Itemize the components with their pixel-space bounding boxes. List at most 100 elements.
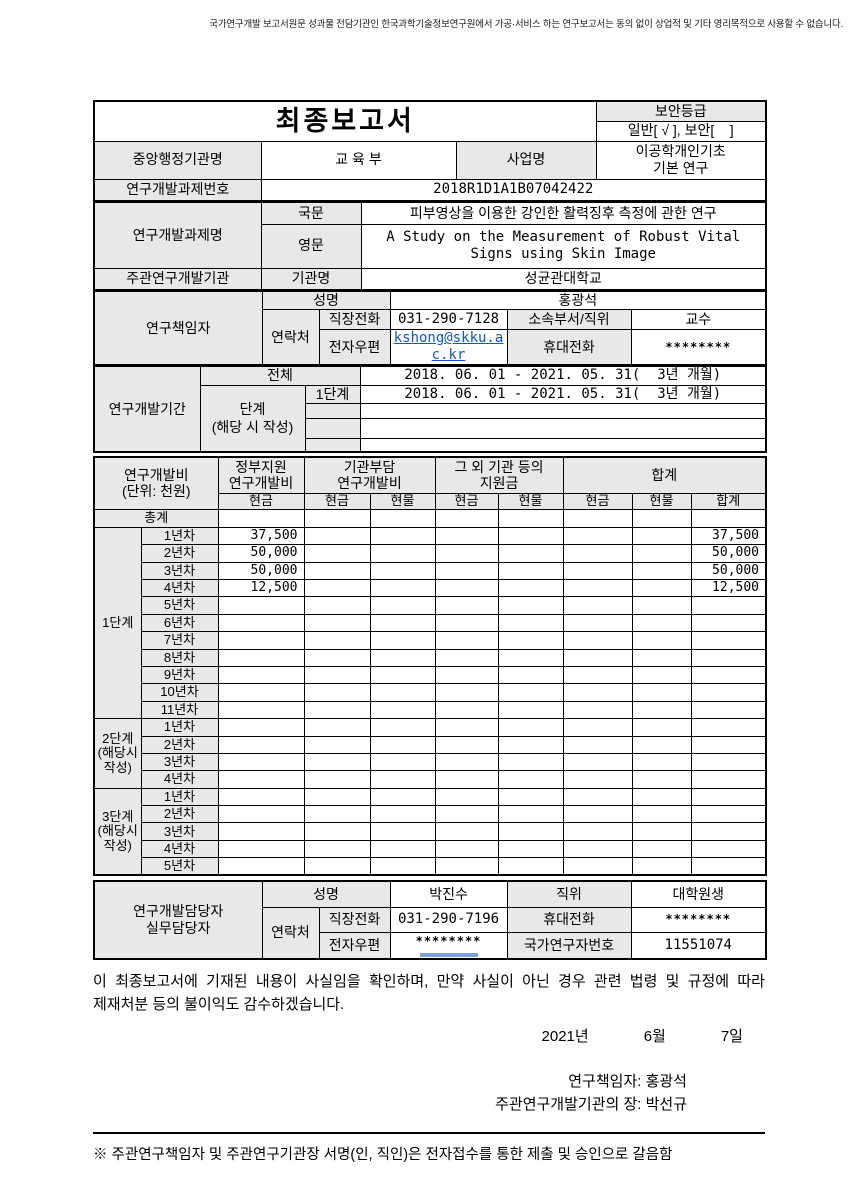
budget-value-cell bbox=[217, 752, 305, 772]
declaration-date: 2021년 6월 7일 bbox=[93, 1025, 765, 1046]
budget-value-cell bbox=[434, 770, 499, 789]
pi-email-link[interactable]: kshong@skku.ac.kr bbox=[393, 330, 504, 364]
budget-value-cell bbox=[497, 648, 564, 667]
budget-value-cell bbox=[562, 787, 633, 807]
budget-value-cell bbox=[369, 526, 436, 546]
budget-value-cell bbox=[690, 787, 767, 807]
budget-value-cell: 50,000 bbox=[217, 544, 305, 563]
budget-value-cell bbox=[303, 857, 371, 876]
korean-title-label: 국문 bbox=[260, 201, 362, 225]
budget-value-cell bbox=[631, 735, 692, 754]
budget-value-cell: 37,500 bbox=[217, 526, 305, 546]
budget-value-cell bbox=[369, 578, 436, 598]
budget-value-cell bbox=[497, 839, 564, 859]
budget-value-cell bbox=[434, 631, 499, 650]
budget-grand-total-label: 총계 bbox=[93, 508, 219, 528]
period-stage-label: 단계 (해당 시 작성) bbox=[199, 384, 306, 453]
budget-value-cell bbox=[434, 544, 499, 563]
budget-value-cell bbox=[631, 561, 692, 580]
budget-year-row: 11년차 bbox=[94, 700, 767, 720]
budget-year-row: 10년차 bbox=[94, 683, 767, 702]
pi-contact-label: 연락처 bbox=[261, 309, 320, 366]
period-empty-value-cell bbox=[359, 437, 767, 453]
budget-year-label: 5년차 bbox=[140, 596, 219, 615]
org-name-label: 기관명 bbox=[260, 267, 362, 291]
english-title-value: A Study on the Measurement of Robust Vit… bbox=[360, 223, 767, 269]
budget-value-cell bbox=[303, 631, 371, 650]
budget-value-cell bbox=[631, 752, 692, 772]
budget-value-cell bbox=[434, 683, 499, 702]
date-day: 7일 bbox=[720, 1028, 743, 1046]
budget-year-row: 6년차 bbox=[94, 613, 767, 633]
budget-value-cell bbox=[434, 613, 499, 633]
date-year: 2021년 bbox=[541, 1028, 589, 1046]
staff-name-label: 성명 bbox=[261, 880, 391, 908]
budget-value-cell bbox=[562, 665, 633, 685]
budget-value-cell bbox=[690, 857, 767, 876]
budget-stage-label: 1단계 bbox=[93, 526, 142, 720]
budget-value-cell bbox=[690, 596, 767, 615]
pi-email-cell: kshong@skku.ac.kr bbox=[389, 329, 508, 366]
staff-label: 연구개발담당자 실무담당자 bbox=[93, 880, 263, 960]
budget-year-row: 8년차 bbox=[94, 648, 767, 667]
budget-grand-total-cell bbox=[369, 508, 436, 528]
budget-value-cell bbox=[497, 631, 564, 650]
pi-email-label: 전자우편 bbox=[318, 329, 391, 366]
pi-dept-label: 소속부서/직위 bbox=[506, 309, 632, 331]
budget-value-cell bbox=[631, 683, 692, 702]
budget-body: 1단계 1년차 37,500 37,500 2년차 50,000 50,000 3년차 50,0… bbox=[93, 526, 767, 876]
budget-value-cell bbox=[497, 665, 564, 685]
budget-value-cell bbox=[562, 631, 633, 650]
budget-value-cell bbox=[217, 839, 305, 859]
budget-value-cell bbox=[562, 700, 633, 720]
staff-name-value: 박진수 bbox=[389, 880, 508, 908]
period-total-label: 전체 bbox=[199, 365, 361, 386]
budget-year-label: 2년차 bbox=[140, 544, 219, 563]
budget-value-cell bbox=[562, 770, 633, 789]
budget-value-cell bbox=[303, 665, 371, 685]
budget-value-cell bbox=[434, 648, 499, 667]
period-empty-stage-cell bbox=[304, 417, 361, 439]
budget-value-cell bbox=[497, 561, 564, 580]
budget-grand-total-cell bbox=[562, 508, 633, 528]
budget-year-row: 3년차 bbox=[94, 752, 767, 772]
budget-value-cell bbox=[562, 683, 633, 702]
budget-year-label: 2년차 bbox=[140, 805, 219, 824]
budget-value-cell bbox=[497, 613, 564, 633]
budget-value-cell bbox=[497, 596, 564, 615]
budget-value-cell bbox=[631, 596, 692, 615]
budget-value-cell: 50,000 bbox=[690, 561, 767, 580]
budget-value-cell bbox=[369, 631, 436, 650]
staff-mobile-value: ******** bbox=[630, 906, 767, 933]
budget-value-cell bbox=[434, 822, 499, 841]
budget-year-row: 2년차 50,000 50,000 bbox=[94, 544, 767, 563]
pi-name-label: 성명 bbox=[261, 290, 391, 311]
period-empty-stage-cell bbox=[304, 437, 361, 453]
staff-email-label: 전자우편 bbox=[318, 931, 391, 960]
budget-value-cell bbox=[562, 718, 633, 737]
budget-grand-total-cell bbox=[497, 508, 564, 528]
budget-grand-total-cell bbox=[303, 508, 371, 528]
budget-sub-header: 현금 bbox=[562, 492, 633, 510]
budget-year-row: 3년차 bbox=[94, 822, 767, 841]
budget-value-cell bbox=[434, 561, 499, 580]
budget-value-cell bbox=[217, 805, 305, 824]
budget-value-cell bbox=[497, 857, 564, 876]
budget-value-cell bbox=[303, 561, 371, 580]
budget-value-cell bbox=[217, 631, 305, 650]
budget-value-cell bbox=[497, 700, 564, 720]
budget-year-label: 3년차 bbox=[140, 561, 219, 580]
budget-value-cell bbox=[631, 631, 692, 650]
budget-value-cell bbox=[369, 857, 436, 876]
staff-contact-label: 연락처 bbox=[261, 906, 320, 960]
budget-value-cell bbox=[369, 561, 436, 580]
budget-value-cell bbox=[497, 787, 564, 807]
budget-year-label: 1년차 bbox=[140, 718, 219, 737]
korean-title-value: 피부영상을 이용한 강인한 활력징후 측정에 관한 연구 bbox=[360, 201, 767, 225]
budget-value-cell bbox=[631, 544, 692, 563]
program-value: 이공학개인기초 기본 연구 bbox=[595, 140, 767, 180]
budget-value-cell bbox=[303, 700, 371, 720]
report-form: 최종보고서 보안등급 일반[ √ ], 보안[ ] 중앙행정기관명 교 육 부 … bbox=[93, 100, 768, 1164]
budget-value-cell bbox=[497, 770, 564, 789]
budget-value-cell: 12,500 bbox=[217, 578, 305, 598]
